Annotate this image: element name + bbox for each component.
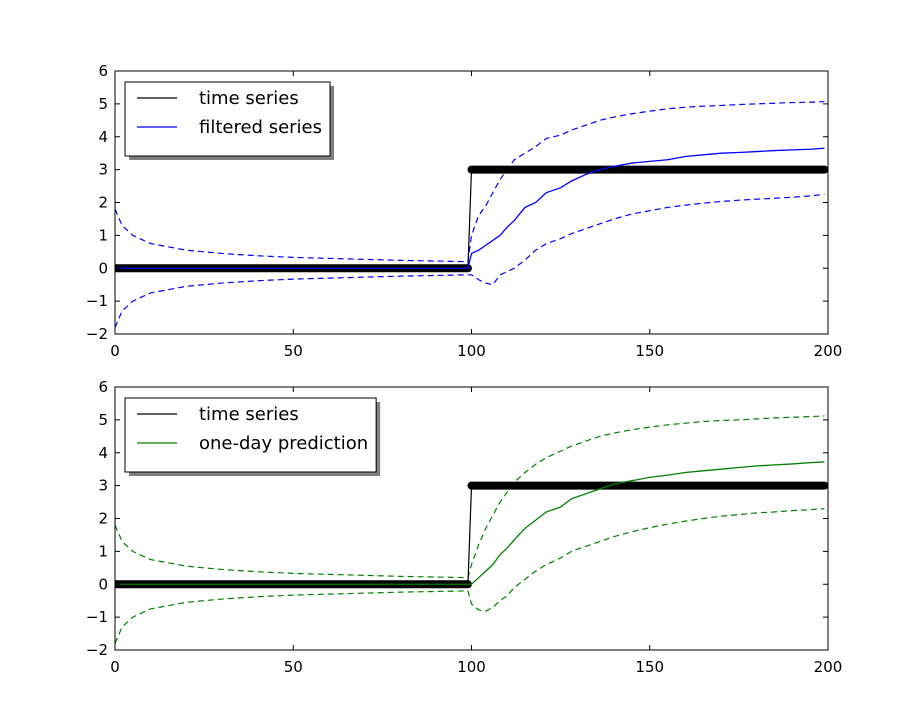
y-tick-label: 1 [98, 542, 108, 560]
legend-label: time series [199, 404, 299, 425]
y-tick-label: 4 [98, 128, 108, 146]
x-tick-label: 100 [457, 342, 486, 360]
lower-band-line [115, 508, 825, 644]
y-tick-label: 5 [98, 411, 108, 429]
y-tick-label: 3 [98, 477, 108, 495]
y-tick-label: 6 [98, 62, 108, 80]
y-tick-label: 3 [98, 161, 108, 179]
y-tick-label: 2 [98, 510, 108, 528]
legend-label: filtered series [199, 117, 322, 138]
x-tick-label: 150 [635, 658, 664, 676]
x-tick-label: 100 [457, 658, 486, 676]
y-tick-label: −1 [86, 608, 108, 626]
y-tick-label: 4 [98, 444, 108, 462]
chart-panel-bottom: 0 50 100 150 200 −2 −1 0 1 2 3 4 5 6 time series one-da… [86, 378, 842, 676]
x-tick-label: 0 [110, 342, 120, 360]
legend-box [124, 81, 331, 157]
upper-band-line [115, 415, 825, 579]
estimate-line [115, 461, 825, 585]
plot-area [115, 415, 828, 644]
y-tick-label: 1 [98, 226, 108, 244]
y-tick-label: 0 [98, 575, 108, 593]
y-tick-label: 5 [98, 95, 108, 113]
legend: time series filtered series [124, 81, 335, 160]
legend-label: one-day prediction [199, 433, 368, 454]
y-tick-label: 2 [98, 194, 108, 212]
y-tick-label: −2 [86, 325, 108, 343]
x-tick-label: 200 [814, 658, 843, 676]
legend-label: time series [199, 88, 299, 109]
y-tick-label: 6 [98, 378, 108, 396]
upper-band-line [115, 100, 825, 263]
legend: time series one-day prediction [124, 397, 381, 476]
legend-box [124, 397, 377, 473]
y-tick-label: −2 [86, 641, 108, 659]
chart-panel-top: 0 50 100 150 200 −2 −1 0 1 2 3 4 5 6 time series filter… [86, 62, 842, 360]
lower-band-line [115, 193, 825, 328]
x-tick-label: 200 [814, 342, 843, 360]
x-tick-label: 150 [635, 342, 664, 360]
x-tick-label: 50 [284, 342, 303, 360]
plot-area [115, 100, 828, 328]
y-tick-label: −1 [86, 292, 108, 310]
x-tick-label: 50 [284, 658, 303, 676]
y-tick-label: 0 [98, 259, 108, 277]
estimate-line [115, 147, 825, 269]
x-tick-label: 0 [110, 658, 120, 676]
